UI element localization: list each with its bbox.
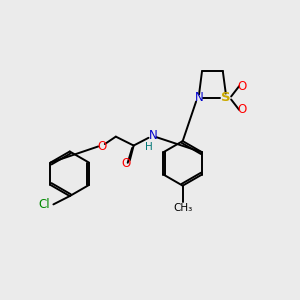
Text: O: O: [97, 140, 106, 153]
Text: CH₃: CH₃: [173, 203, 192, 213]
Text: N: N: [148, 129, 157, 142]
Text: O: O: [238, 80, 247, 93]
Text: S: S: [221, 92, 231, 104]
Text: N: N: [195, 92, 203, 104]
Text: O: O: [238, 103, 247, 116]
Text: O: O: [122, 157, 131, 170]
Text: H: H: [145, 142, 152, 152]
Text: Cl: Cl: [38, 198, 50, 211]
